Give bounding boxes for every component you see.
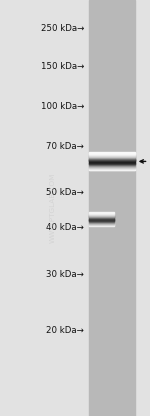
Bar [89, 167, 135, 168]
Bar [89, 153, 135, 154]
Bar [89, 159, 135, 160]
Bar [89, 157, 135, 158]
Bar [89, 162, 135, 163]
Bar [89, 168, 135, 169]
Bar [89, 159, 135, 160]
Bar [89, 164, 135, 165]
Bar [89, 0, 135, 416]
Bar [89, 152, 135, 153]
Bar [89, 169, 135, 170]
Bar [89, 218, 114, 219]
Bar [89, 168, 135, 169]
Bar [89, 217, 114, 218]
Text: 100 kDa→: 100 kDa→ [41, 102, 84, 111]
Bar [89, 223, 114, 224]
Bar [89, 224, 114, 225]
Bar [89, 214, 114, 215]
Bar [89, 166, 135, 167]
Text: WWW.PTGLAB.COM: WWW.PTGLAB.COM [50, 173, 56, 243]
Bar [89, 158, 135, 159]
Bar [89, 213, 114, 214]
Bar [89, 224, 114, 225]
Bar [89, 157, 135, 158]
Bar [89, 155, 135, 156]
Text: 40 kDa→: 40 kDa→ [46, 223, 84, 233]
Bar [89, 216, 114, 217]
Bar [89, 218, 114, 219]
Bar [89, 166, 135, 167]
Bar [89, 156, 135, 157]
Text: 250 kDa→: 250 kDa→ [41, 24, 84, 33]
Bar [89, 212, 114, 213]
Bar [89, 220, 114, 221]
Bar [89, 215, 114, 216]
Bar [89, 223, 114, 224]
Bar [89, 217, 114, 218]
Bar [89, 158, 135, 159]
Bar [89, 160, 135, 161]
Bar [89, 222, 114, 223]
Text: 30 kDa→: 30 kDa→ [46, 270, 84, 279]
Bar [89, 221, 114, 222]
Bar [89, 163, 135, 164]
Bar [89, 219, 114, 220]
Bar [89, 216, 114, 217]
Text: 20 kDa→: 20 kDa→ [46, 326, 84, 335]
Bar [89, 161, 135, 162]
Text: 70 kDa→: 70 kDa→ [46, 142, 84, 151]
Text: 50 kDa→: 50 kDa→ [46, 188, 84, 197]
Bar [89, 169, 135, 170]
Bar [89, 225, 114, 226]
Bar [89, 165, 135, 166]
Bar [89, 154, 135, 155]
Text: 150 kDa→: 150 kDa→ [41, 62, 84, 71]
Bar [89, 167, 135, 168]
Bar [89, 160, 135, 161]
